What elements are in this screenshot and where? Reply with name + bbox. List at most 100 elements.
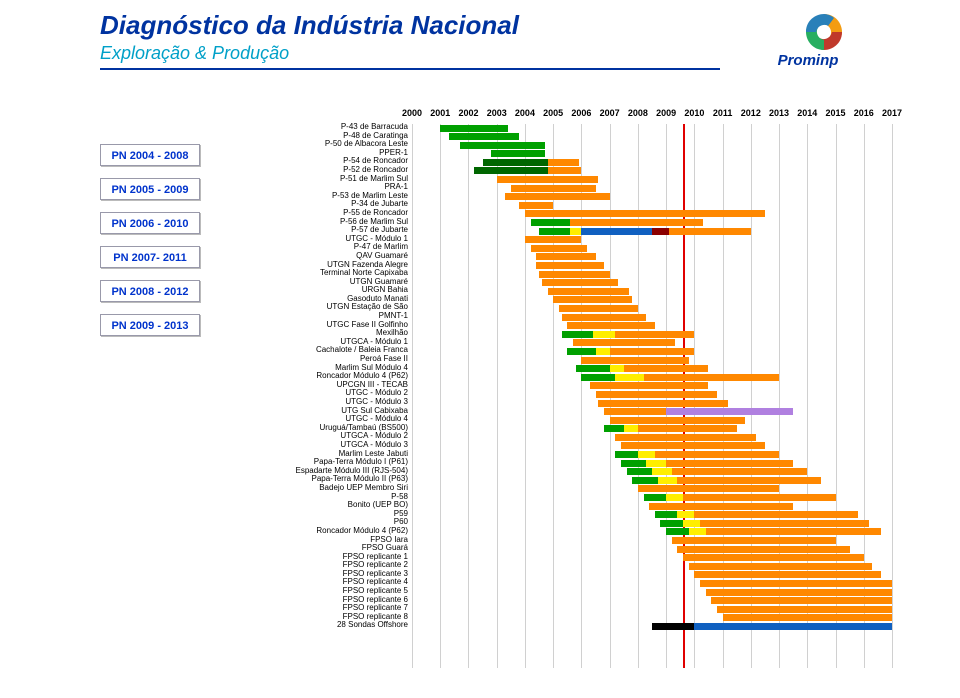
- gantt-row: Badejo UEP Membro Siri: [212, 485, 892, 494]
- gantt-row: UTGN Guamaré: [212, 279, 892, 288]
- plan-button-3[interactable]: PN 2007- 2011: [100, 246, 200, 268]
- plan-button-4[interactable]: PN 2008 - 2012: [100, 280, 200, 302]
- gantt-bar: [542, 279, 618, 286]
- gantt-bar: [497, 176, 599, 183]
- gantt-row: PRA-1: [212, 184, 892, 193]
- gantt-bar: [548, 167, 582, 174]
- gantt-row: UTGC - Módulo 2: [212, 390, 892, 399]
- gantt-bar: [669, 228, 751, 235]
- plan-button-0[interactable]: PN 2004 - 2008: [100, 144, 200, 166]
- gantt-bar: [666, 408, 793, 415]
- gantt-row: P-52 de Roncador: [212, 167, 892, 176]
- gantt-row: P-58: [212, 494, 892, 503]
- gantt-row: Roncador Módulo 4 (P62): [212, 528, 892, 537]
- row-label: P-55 de Roncador: [343, 209, 408, 217]
- gantt-bar: [610, 365, 624, 372]
- row-label: PMNT-1: [379, 312, 408, 320]
- gantt-row: UTGC - Módulo 3: [212, 399, 892, 408]
- gantt-bar: [531, 245, 587, 252]
- gantt-bar: [638, 485, 779, 492]
- gantt-row: P-43 de Barracuda: [212, 124, 892, 133]
- gantt-bar: [581, 374, 615, 381]
- plan-period-sidebar: PN 2004 - 2008 PN 2005 - 2009 PN 2006 - 20…: [100, 144, 200, 348]
- gantt-bar: [570, 219, 703, 226]
- year-label: 2015: [826, 108, 846, 118]
- year-label: 2004: [515, 108, 535, 118]
- gantt-row: FPSO replicante 2: [212, 562, 892, 571]
- row-label: Badejo UEP Membro Siri: [319, 484, 408, 492]
- gantt-bar: [610, 348, 695, 355]
- gantt-row: P-56 de Marlim Sul: [212, 219, 892, 228]
- gantt-bar: [505, 193, 609, 200]
- gantt-bar: [590, 382, 709, 389]
- gantt-bar: [658, 477, 678, 484]
- gantt-bar: [483, 159, 548, 166]
- row-label: FPSO replicante 5: [343, 587, 408, 595]
- plan-button-5[interactable]: PN 2009 - 2013: [100, 314, 200, 336]
- row-label: P-50 de Albacora Leste: [325, 140, 408, 148]
- gantt-row: UPCGN III - TECAB: [212, 382, 892, 391]
- title-underline: [100, 68, 720, 70]
- gantt-row: FPSO replicante 3: [212, 571, 892, 580]
- year-label: 2010: [684, 108, 704, 118]
- gantt-bar: [689, 563, 873, 570]
- gantt-bar: [694, 623, 892, 630]
- gantt-row: Marlim Sul Módulo 4: [212, 365, 892, 374]
- gantt-row: UTGCA - Módulo 2: [212, 433, 892, 442]
- gantt-bar: [596, 391, 717, 398]
- gantt-bar: [570, 228, 581, 235]
- gantt-bar: [559, 305, 638, 312]
- row-label: UTGCA - Módulo 3: [340, 441, 408, 449]
- row-label: 28 Sondas Offshore: [337, 621, 408, 629]
- gantt-bar: [689, 528, 706, 535]
- gantt-row: P-50 de Albacora Leste: [212, 141, 892, 150]
- gantt-bar: [660, 520, 683, 527]
- gantt-bar: [615, 374, 643, 381]
- gantt-bar: [677, 546, 849, 553]
- gantt-bar: [548, 288, 630, 295]
- gantt-row: Bonito (UEP BO): [212, 502, 892, 511]
- row-label: PRA-1: [384, 183, 408, 191]
- gantt-bar: [621, 442, 765, 449]
- gantt-row: FPSO replicante 4: [212, 579, 892, 588]
- gantt-bar: [666, 460, 793, 467]
- plan-button-2[interactable]: PN 2006 - 2010: [100, 212, 200, 234]
- gantt-bar: [460, 142, 545, 149]
- gantt-bar: [604, 408, 666, 415]
- x-axis: 2000200120022003200420052006200720082009…: [412, 108, 892, 122]
- gantt-row: P-55 de Roncador: [212, 210, 892, 219]
- plan-button-1[interactable]: PN 2005 - 2009: [100, 178, 200, 200]
- gantt-row: Peroá Fase II: [212, 356, 892, 365]
- gantt-row: P60: [212, 519, 892, 528]
- row-label: Terminal Norte Capixaba: [320, 269, 408, 277]
- gantt-bar: [553, 296, 632, 303]
- gantt-bar: [539, 228, 570, 235]
- gantt-row: P59: [212, 511, 892, 520]
- gantt-row: PMNT-1: [212, 313, 892, 322]
- row-label: Peroá Fase II: [360, 355, 408, 363]
- year-label: 2007: [600, 108, 620, 118]
- gantt-bar: [683, 554, 864, 561]
- gantt-bar: [615, 451, 638, 458]
- gantt-row: QAV Guamaré: [212, 253, 892, 262]
- gantt-bar: [652, 228, 669, 235]
- gantt-bar: [567, 348, 595, 355]
- year-label: 2017: [882, 108, 902, 118]
- gantt-row: FPSO replicante 1: [212, 554, 892, 563]
- gantt-row: FPSO Guará: [212, 545, 892, 554]
- gantt-row: P-47 de Marlim: [212, 244, 892, 253]
- row-label: Bonito (UEP BO): [348, 501, 408, 509]
- gantt-bar: [706, 589, 892, 596]
- gantt-bar: [598, 400, 728, 407]
- gantt-row: FPSO replicante 5: [212, 588, 892, 597]
- gantt-row: UTGCA - Módulo 3: [212, 442, 892, 451]
- row-label: FPSO Guará: [362, 544, 408, 552]
- gantt-row: FPSO replicante 6: [212, 597, 892, 606]
- gantt-row: Uruguá/Tambaú (BS500): [212, 425, 892, 434]
- gantt-bar: [649, 503, 793, 510]
- gantt-row: Gasoduto Manati: [212, 296, 892, 305]
- gantt-bar: [573, 339, 675, 346]
- gantt-bar: [604, 425, 624, 432]
- gridline: [892, 124, 893, 668]
- gantt-bar: [615, 434, 756, 441]
